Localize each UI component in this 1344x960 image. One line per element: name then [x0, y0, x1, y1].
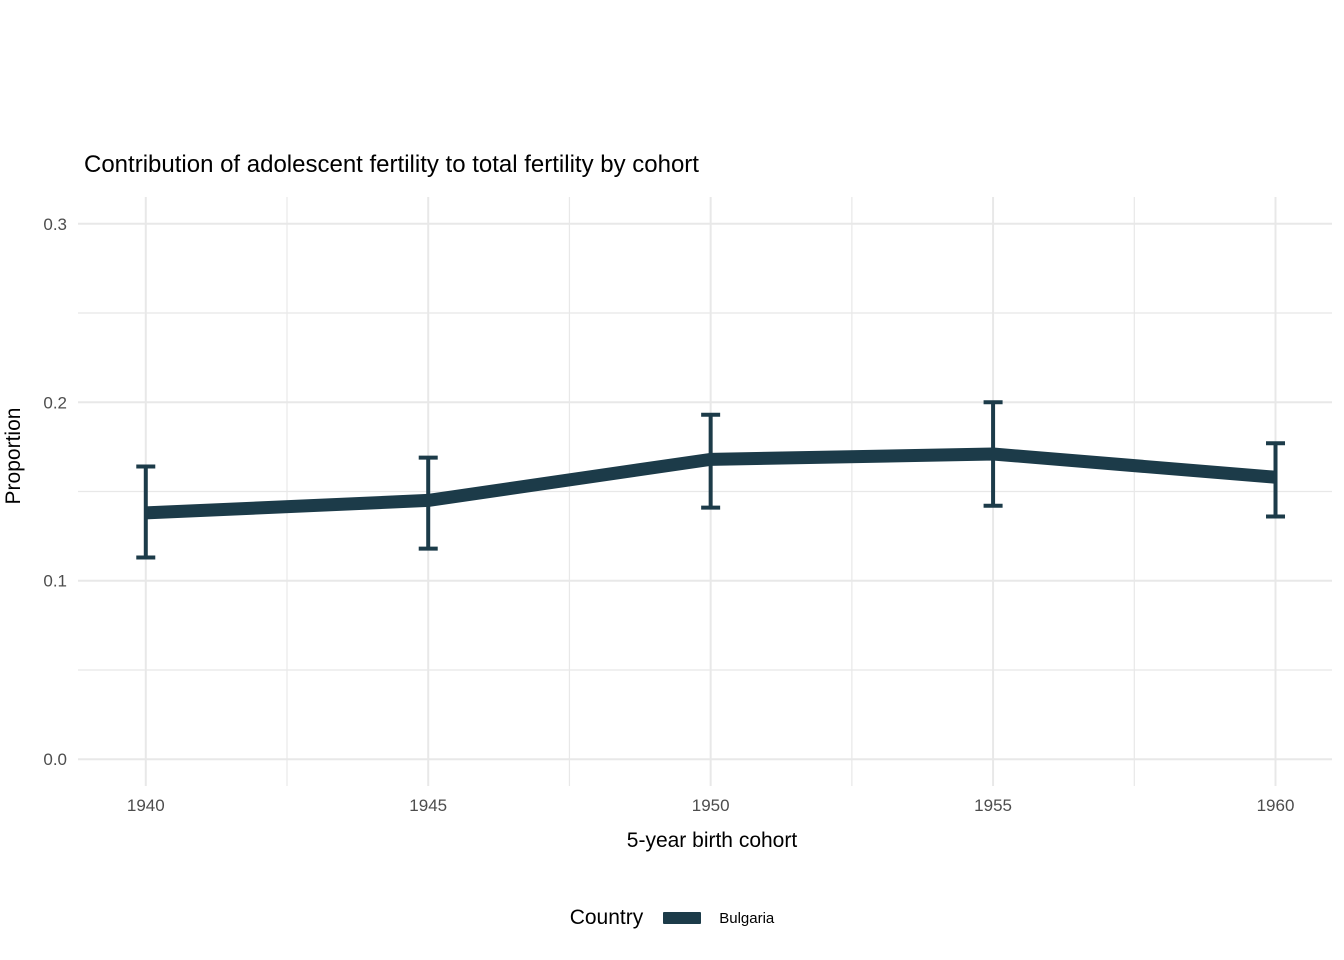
legend: Country Bulgaria [0, 906, 1344, 930]
x-axis-title: 5-year birth cohort [626, 829, 798, 852]
legend-swatch-bulgaria [663, 912, 702, 924]
y-tick-label: 0.0 [43, 750, 67, 769]
x-tick-label: 1960 [1257, 796, 1295, 815]
y-tick-label: 0.3 [43, 215, 67, 234]
x-tick-label: 1945 [409, 796, 447, 815]
x-tick-label: 1940 [127, 796, 165, 815]
chart-title: Contribution of adolescent fertility to … [84, 151, 699, 178]
data-line [145, 447, 1277, 520]
y-tick-label: 0.2 [43, 393, 67, 412]
x-tick-label: 1950 [692, 796, 730, 815]
y-axis-title: Proportion [2, 407, 25, 505]
legend-title: Country [569, 906, 644, 929]
y-tick-label: 0.1 [43, 572, 67, 591]
x-tick-label: 1955 [974, 796, 1012, 815]
legend-label-bulgaria: Bulgaria [719, 909, 775, 927]
